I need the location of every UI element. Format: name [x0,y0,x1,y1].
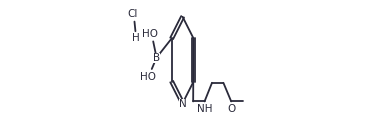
Text: NH: NH [197,104,212,114]
Text: N: N [179,99,186,109]
Text: B: B [153,53,160,63]
Text: HO: HO [142,29,158,39]
Text: O: O [227,104,235,114]
Text: Cl: Cl [127,9,138,19]
Text: HO: HO [140,72,156,82]
Text: H: H [132,33,140,43]
